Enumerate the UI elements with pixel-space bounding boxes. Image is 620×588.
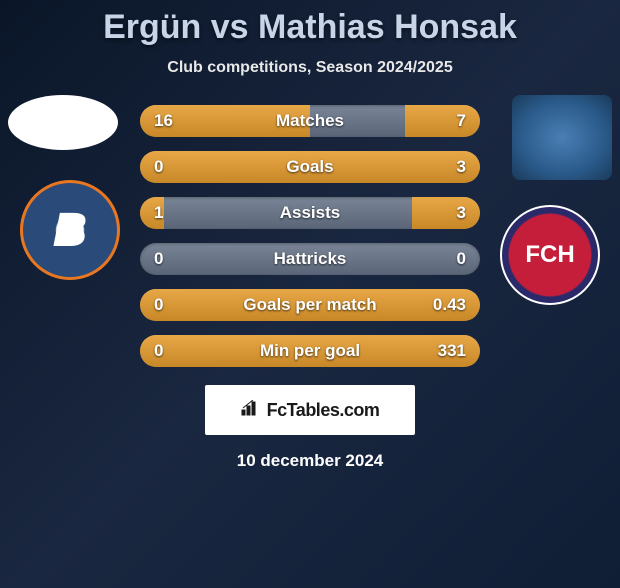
stat-value-right: 3 [457,157,466,177]
stat-value-right: 0 [457,249,466,269]
club-badge-left: B [20,180,120,280]
stat-value-left: 1 [154,203,163,223]
stat-label: Hattricks [274,249,347,269]
watermark[interactable]: FcTables.com [205,385,415,435]
stat-row: Hattricks 0 0 [140,243,480,275]
page-title: Ergün vs Mathias Honsak [0,8,620,47]
stat-bar: Matches 16 7 [140,105,480,137]
stat-fill-right [412,197,480,229]
stat-value-left: 0 [154,157,163,177]
stat-value-right: 0.43 [433,295,466,315]
subtitle: Club competitions, Season 2024/2025 [0,59,620,77]
stat-bar: Goals per match 0 0.43 [140,289,480,321]
stat-value-right: 331 [438,341,466,361]
player-left-avatar [8,95,118,150]
watermark-text: FcTables.com [267,400,380,421]
stats-container: B FCH Matches 16 7 Goals 0 3 Assists 1 3 Hattrick… [0,105,620,367]
stat-value-right: 3 [457,203,466,223]
stat-value-left: 0 [154,295,163,315]
stat-row: Matches 16 7 [140,105,480,137]
club-badge-right-text: FCH [525,241,574,269]
stat-value-right: 7 [457,111,466,131]
date-text: 10 december 2024 [0,451,620,471]
stat-label: Assists [280,203,340,223]
stat-fill-right [405,105,480,137]
stat-label: Goals [286,157,333,177]
stat-label: Min per goal [260,341,360,361]
stat-value-left: 16 [154,111,173,131]
club-badge-left-text: B [53,203,88,258]
stat-bar: Min per goal 0 331 [140,335,480,367]
club-badge-right: FCH [500,205,600,305]
stat-bar: Goals 0 3 [140,151,480,183]
stat-bar: Assists 1 3 [140,197,480,229]
stat-row: Goals 0 3 [140,151,480,183]
stat-row: Goals per match 0 0.43 [140,289,480,321]
stat-label: Matches [276,111,344,131]
stat-row: Assists 1 3 [140,197,480,229]
stat-value-left: 0 [154,341,163,361]
stat-bar: Hattricks 0 0 [140,243,480,275]
stat-value-left: 0 [154,249,163,269]
stat-row: Min per goal 0 331 [140,335,480,367]
stat-label: Goals per match [243,295,376,315]
chart-icon [241,400,261,421]
player-right-avatar [512,95,612,180]
